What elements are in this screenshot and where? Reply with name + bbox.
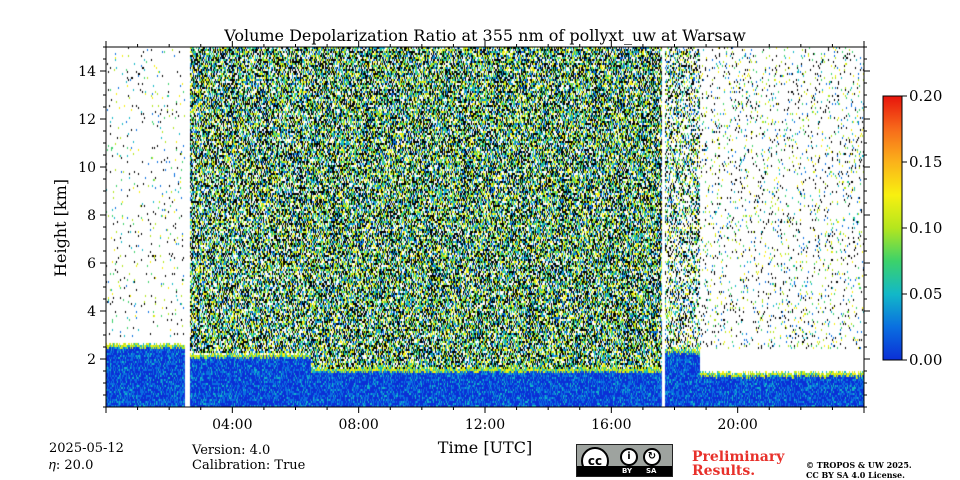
heatmap-area (106, 47, 864, 407)
version-label: Version: 4.0 (192, 443, 271, 458)
y-tick-label: 12 (78, 112, 96, 128)
x-tick-label: 04:00 (212, 417, 252, 433)
y-tick-label: 4 (87, 304, 96, 320)
y-tick-label: 6 (87, 256, 96, 272)
y-tick-label: 10 (78, 160, 96, 176)
colorbar-tick-label: 0.10 (909, 219, 942, 237)
y-tick-label: 2 (87, 352, 96, 368)
share-alike-icon: ↻ (643, 448, 661, 466)
x-axis-label: Time [UTC] (438, 438, 532, 457)
colorbar-tick-label: 0.15 (909, 153, 942, 171)
y-axis-label: Height [km] (51, 179, 70, 277)
colorbar-tick-label: 0.05 (909, 285, 942, 303)
date-label: 2025-05-12 (49, 441, 124, 456)
colorbar-tick-label: 0.00 (909, 351, 942, 369)
y-tick-label: 14 (78, 64, 96, 80)
preliminary-line2: Results. (692, 463, 756, 479)
chart-title: Volume Depolarization Ratio at 355 nm of… (223, 26, 746, 45)
license-line1: © TROPOS & UW 2025. (806, 460, 912, 470)
preliminary-line1: Preliminary (692, 449, 785, 465)
license-line2: CC BY SA 4.0 License. (806, 470, 905, 480)
cc-by-sa-badge: cc i ↻ BY SA (576, 444, 673, 477)
y-tick-label: 8 (87, 208, 96, 224)
colorbar (882, 95, 903, 361)
x-axis-ticks: 04:00 08:00 12:00 16:00 20:00 (105, 41, 865, 433)
x-tick-label: 12:00 (465, 417, 505, 433)
x-tick-label: 08:00 (338, 417, 378, 433)
colorbar-ticks: 0.00 0.05 0.10 0.15 0.20 (902, 87, 942, 369)
calibration-label: Calibration: True (192, 458, 306, 473)
cc-by-label: BY (622, 467, 633, 475)
colorbar-tick-label: 0.20 (909, 87, 942, 105)
y-axis-ticks: 2 4 6 8 10 12 14 (78, 46, 870, 408)
eta-label: 𝜂: 20.0 (49, 458, 94, 473)
x-tick-label: 16:00 (591, 417, 631, 433)
heatmap-image (106, 47, 864, 407)
cc-badge-strip: BY SA (577, 466, 672, 476)
attribution-icon: i (620, 448, 638, 466)
cc-sa-label: SA (646, 467, 657, 475)
x-tick-label: 20:00 (717, 417, 757, 433)
